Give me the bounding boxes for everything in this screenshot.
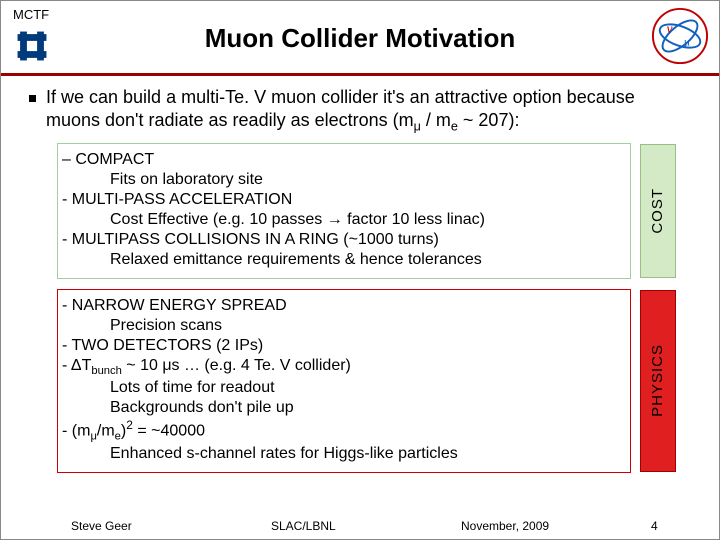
slide-header: MCTF Muon Collider Motivation ν μ: [1, 1, 719, 73]
cost-line: - MULTIPASS COLLISIONS IN A RING (~1000 …: [62, 230, 626, 250]
cost-line: Cost Effective (e.g. 10 passes → factor …: [62, 210, 626, 230]
neutrino-factory-logo-icon: ν μ: [651, 7, 709, 65]
physics-line: - (mμ/me)2 = ~40000: [62, 418, 626, 444]
cost-line: - MULTI-PASS ACCELERATION: [62, 190, 626, 210]
svg-text:ν: ν: [666, 21, 672, 36]
physics-block: - NARROW ENERGY SPREAD Precision scans -…: [57, 289, 631, 473]
physics-label-text: PHYSICS: [649, 344, 668, 417]
text-part: = ~40000: [133, 422, 205, 439]
text-part: - ΔT: [62, 357, 91, 374]
cost-side-label: COST: [640, 144, 676, 278]
superscript-2: 2: [126, 418, 133, 432]
footer-date: November, 2009: [461, 519, 651, 533]
physics-line: Enhanced s-channel rates for Higgs-like …: [62, 444, 626, 464]
subscript-bunch: bunch: [91, 365, 121, 377]
text-part: ~ 10 μs … (e.g. 4 Te. V collider): [122, 357, 351, 374]
footer-author: Steve Geer: [71, 519, 271, 533]
footer-venue: SLAC/LBNL: [271, 519, 461, 533]
svg-text:μ: μ: [684, 36, 690, 49]
footer-page: 4: [651, 519, 691, 533]
cost-line: Fits on laboratory site: [62, 170, 626, 190]
mctf-label: MCTF: [13, 7, 49, 22]
main-bullet: If we can build a multi-Te. V muon colli…: [29, 86, 701, 135]
text-part: - (m: [62, 422, 90, 439]
physics-line: Lots of time for readout: [62, 378, 626, 398]
physics-side-label: PHYSICS: [640, 290, 676, 472]
cost-line: – COMPACT: [62, 150, 626, 170]
physics-line: Precision scans: [62, 316, 626, 336]
physics-line: - TWO DETECTORS (2 IPs): [62, 336, 626, 356]
cost-line: Relaxed emittance requirements & hence t…: [62, 250, 626, 270]
slide-body: If we can build a multi-Te. V muon colli…: [1, 76, 719, 473]
slide-footer: Steve Geer SLAC/LBNL November, 2009 4: [1, 519, 719, 533]
subscript-mu: μ: [414, 119, 421, 133]
text-part: /m: [97, 422, 115, 439]
bullet-dot-icon: [29, 95, 36, 102]
bullet-text-part: ~ 207):: [458, 110, 520, 130]
bullet-text-part: / m: [421, 110, 451, 130]
slide-title: Muon Collider Motivation: [1, 23, 719, 54]
bullet-text-part: If we can build a multi-Te. V muon colli…: [46, 87, 635, 130]
cost-block: – COMPACT Fits on laboratory site - MULT…: [57, 143, 631, 279]
subscript-e: e: [451, 119, 458, 133]
physics-line: Backgrounds don't pile up: [62, 398, 626, 418]
cost-label-text: COST: [649, 188, 668, 234]
physics-line: - NARROW ENERGY SPREAD: [62, 296, 626, 316]
main-bullet-text: If we can build a multi-Te. V muon colli…: [46, 86, 701, 135]
physics-line: - ΔTbunch ~ 10 μs … (e.g. 4 Te. V collid…: [62, 356, 626, 378]
